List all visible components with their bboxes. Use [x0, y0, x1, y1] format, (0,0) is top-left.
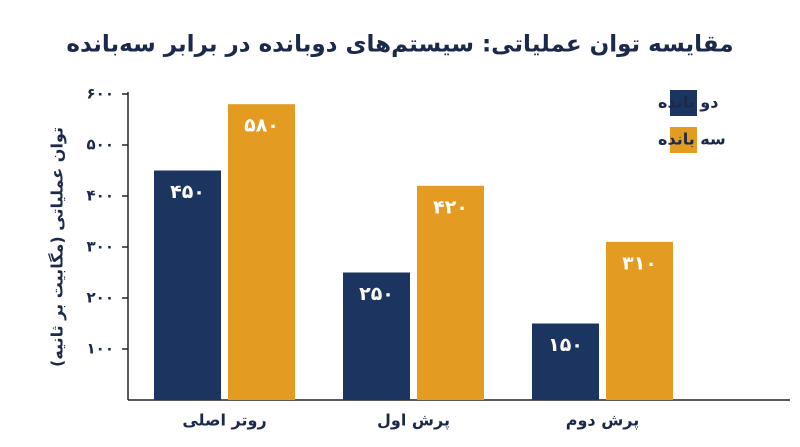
y-tick-label: ۱۰۰	[87, 340, 114, 358]
y-axis-label: توان عملیاتی (مگابیت بر ثانیه)	[48, 127, 67, 367]
bar	[228, 104, 295, 400]
value-label: ۳۱۰	[622, 252, 657, 274]
legend-swatch	[670, 90, 697, 116]
y-tick-label: ۲۰۰	[87, 289, 114, 307]
legend-label: سه بانده	[658, 130, 726, 149]
value-label: ۵۸۰	[244, 115, 279, 137]
y-tick-label: ۳۰۰	[87, 238, 114, 256]
value-label: ۲۵۰	[359, 283, 394, 305]
legend-swatch	[670, 127, 697, 153]
bar	[417, 185, 484, 400]
x-tick-label: پرش دوم	[566, 411, 640, 431]
bar	[343, 272, 410, 400]
bar	[154, 170, 221, 400]
x-tick-label: روتر اصلی	[182, 411, 266, 430]
chart-title: مقایسه توان عملیاتی: سیستم‌های دوبانده د…	[66, 32, 733, 58]
y-tick-label: ۴۰۰	[87, 187, 114, 205]
bar	[606, 241, 673, 400]
legend-label: دو بانده	[658, 93, 718, 112]
bar	[532, 323, 599, 400]
y-tick-label: ۵۰۰	[87, 136, 114, 154]
value-label: ۴۵۰	[170, 181, 205, 203]
x-tick-label: پرش اول	[377, 411, 450, 431]
value-label: ۴۲۰	[433, 196, 468, 218]
value-label: ۱۵۰	[548, 334, 583, 356]
y-tick-label: ۶۰۰	[87, 85, 114, 103]
